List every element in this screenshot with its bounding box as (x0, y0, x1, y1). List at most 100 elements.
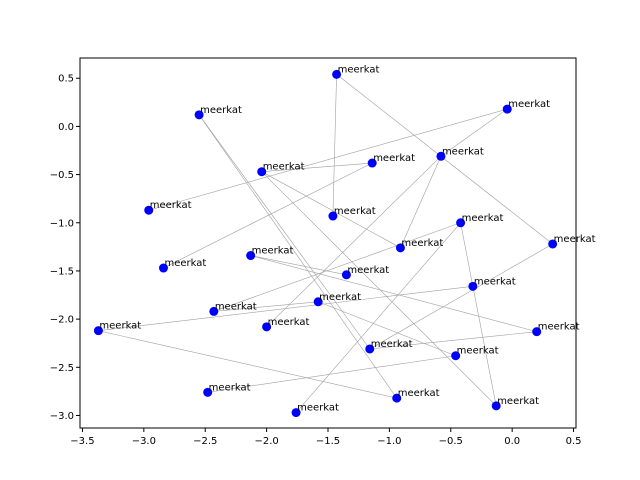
data-point (341, 270, 351, 280)
edge-line (261, 162, 373, 172)
data-point (395, 243, 405, 253)
y-tick-label: −2.0 (50, 315, 74, 326)
point-label: meerkat (99, 321, 141, 332)
point-label: meerkat (398, 388, 440, 399)
y-tick-label: −2.5 (50, 363, 74, 374)
data-point (468, 281, 478, 291)
edge-line (440, 108, 508, 157)
data-point (291, 408, 301, 418)
data-point (328, 211, 338, 221)
point-label: meerkat (401, 238, 443, 249)
x-tick-label: −3.0 (132, 436, 156, 447)
data-point (209, 306, 219, 316)
edge-line (250, 255, 347, 276)
point-label: meerkat (347, 265, 389, 276)
point-label: meerkat (442, 146, 484, 157)
edge-line (213, 301, 319, 312)
x-tick-label: −2.0 (254, 436, 278, 447)
point-label: meerkat (538, 322, 580, 333)
data-point (436, 151, 446, 161)
y-axis: −3.0 −2.5 −2.0 −1.5 −1.0 −0.5 0.0 0.5 (50, 74, 80, 422)
edge-line (148, 108, 508, 211)
edge-line (261, 171, 401, 249)
data-point (451, 351, 461, 361)
x-tick-label: −1.0 (377, 436, 401, 447)
edges-layer (98, 74, 553, 413)
data-point (203, 387, 213, 397)
x-tick-label: −2.5 (193, 436, 217, 447)
point-label: meerkat (209, 382, 251, 393)
data-point (313, 297, 323, 307)
y-tick-label: −1.0 (50, 218, 74, 229)
edge-line (213, 222, 461, 312)
data-point (194, 110, 204, 120)
y-tick-label: −0.5 (50, 170, 74, 181)
data-point (158, 263, 168, 273)
point-label: meerkat (497, 396, 539, 407)
point-label: meerkat (457, 346, 499, 357)
point-label: meerkat (319, 292, 361, 303)
edge-line (400, 156, 442, 248)
edge-line (332, 74, 337, 217)
point-label: meerkat (200, 105, 242, 116)
labels-layer: meerkat meerkat meerkat meerkat meerkat meerk… (99, 64, 595, 413)
x-tick-label: 0.5 (566, 436, 582, 447)
edge-line (98, 286, 473, 331)
data-point (392, 393, 402, 403)
edge-line (318, 301, 456, 357)
data-point (144, 205, 154, 215)
point-label: meerkat (297, 403, 339, 414)
data-point (332, 69, 342, 79)
point-label: meerkat (508, 99, 550, 110)
x-axis: −3.5 −3.0 −2.5 −2.0 −1.5 −1.0 −0.5 0.0 0.5 (70, 428, 581, 447)
edge-line (250, 255, 537, 332)
edge-line (207, 355, 456, 393)
data-point (532, 327, 542, 337)
point-label: meerkat (334, 206, 376, 217)
data-point (456, 218, 466, 228)
point-label: meerkat (554, 234, 596, 245)
edge-line (98, 330, 397, 399)
data-point (367, 158, 377, 168)
edge-line (472, 286, 497, 406)
edge-line (295, 222, 461, 413)
data-point (502, 104, 512, 114)
point-label: meerkat (263, 162, 305, 173)
edge-line (460, 222, 474, 287)
point-label: meerkat (371, 339, 413, 350)
point-label: meerkat (215, 301, 257, 312)
data-point (93, 326, 103, 336)
points-layer (93, 69, 558, 418)
data-point (365, 344, 375, 354)
edge-line (261, 171, 497, 407)
x-tick-label: −1.5 (316, 436, 340, 447)
edge-line (163, 162, 373, 269)
point-label: meerkat (462, 213, 504, 224)
data-point (246, 251, 256, 261)
y-tick-label: 0.5 (58, 74, 74, 85)
data-point (257, 167, 267, 177)
point-label: meerkat (373, 153, 415, 164)
point-label: meerkat (338, 64, 380, 75)
edge-line (198, 114, 397, 399)
point-label: meerkat (474, 276, 516, 287)
edge-line (198, 114, 370, 350)
x-tick-label: −3.5 (70, 436, 94, 447)
y-tick-label: 0.0 (58, 122, 74, 133)
edge-line (336, 74, 553, 245)
x-tick-label: 0.0 (504, 436, 520, 447)
point-label: meerkat (164, 258, 206, 269)
y-tick-label: −3.0 (50, 411, 74, 422)
data-point (548, 239, 558, 249)
data-point (491, 401, 501, 411)
data-point (262, 322, 272, 332)
point-label: meerkat (252, 246, 294, 257)
y-tick-label: −1.5 (50, 266, 74, 277)
edge-line (266, 156, 442, 328)
x-tick-label: −0.5 (439, 436, 463, 447)
edge-line (369, 243, 553, 350)
edge-line (369, 331, 537, 350)
point-label: meerkat (150, 200, 192, 211)
point-label: meerkat (268, 317, 310, 328)
